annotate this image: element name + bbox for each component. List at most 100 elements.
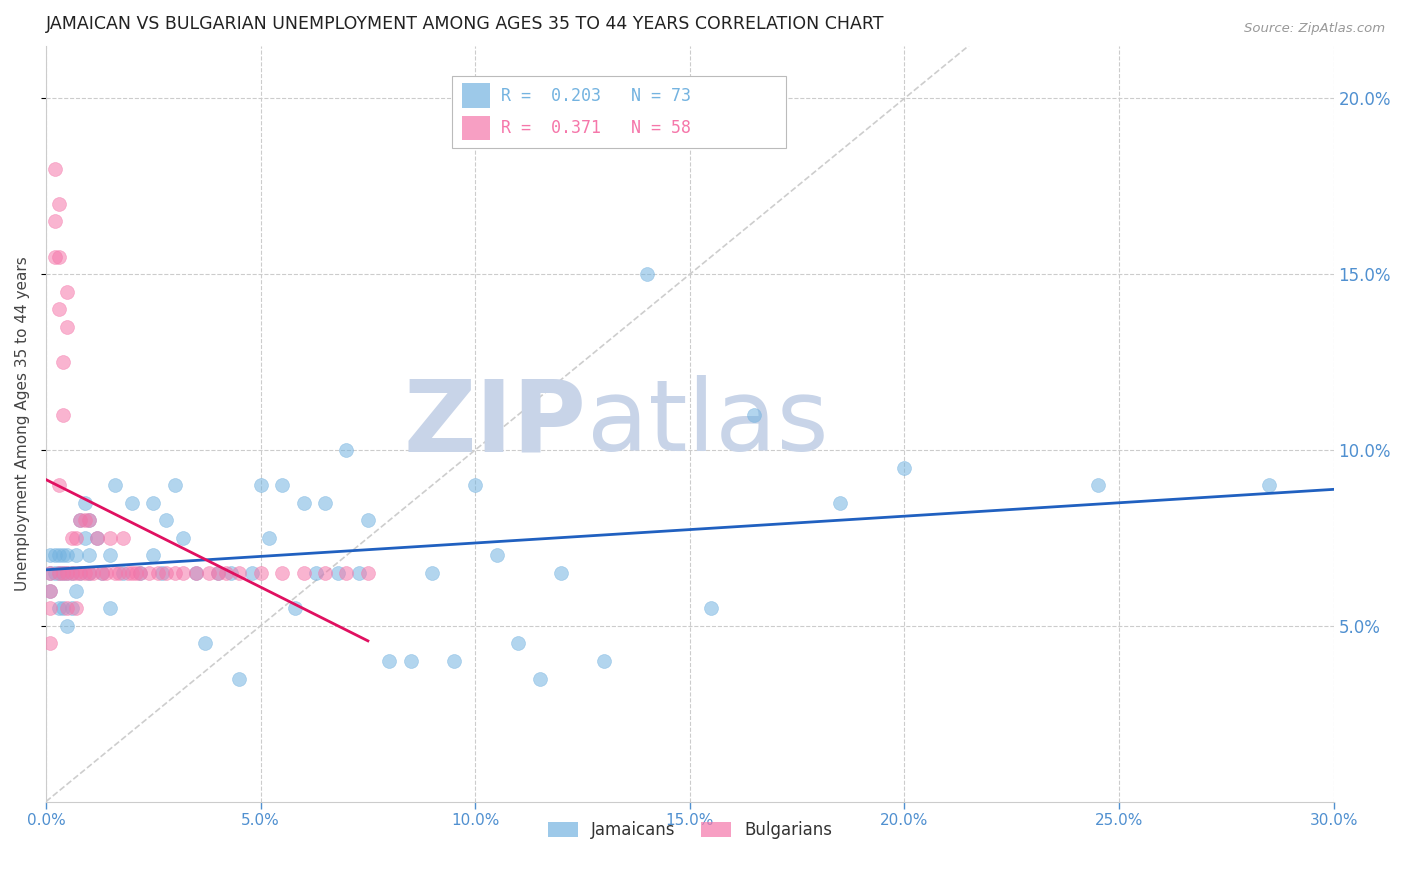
Point: [39, 583, 62, 598]
Point: [98, 601, 121, 615]
Point: [39, 636, 62, 650]
Point: [129, 566, 152, 580]
Text: R =  0.203   N = 73: R = 0.203 N = 73: [501, 87, 690, 104]
Point: [44, 161, 66, 176]
Point: [508, 636, 530, 650]
Point: [112, 566, 135, 580]
Text: Source: ZipAtlas.com: Source: ZipAtlas.com: [1244, 22, 1385, 36]
Point: [108, 566, 131, 580]
Point: [198, 566, 221, 580]
Point: [69, 513, 91, 527]
Point: [292, 496, 315, 510]
Point: [60, 566, 83, 580]
Point: [155, 566, 177, 580]
Point: [39, 601, 62, 615]
Point: [77, 549, 100, 563]
Y-axis label: Unemployment Among Ages 35 to 44 years: Unemployment Among Ages 35 to 44 years: [15, 256, 30, 591]
Bar: [463, 84, 491, 108]
Point: [700, 601, 723, 615]
Point: [52, 566, 75, 580]
Point: [77, 566, 100, 580]
Point: [228, 672, 250, 686]
Point: [485, 549, 508, 563]
Point: [125, 566, 148, 580]
Point: [48, 566, 70, 580]
Point: [117, 566, 139, 580]
Point: [194, 636, 217, 650]
Point: [65, 566, 87, 580]
Point: [90, 566, 112, 580]
Point: [69, 513, 91, 527]
Point: [65, 549, 87, 563]
Point: [271, 478, 294, 492]
Point: [357, 513, 380, 527]
Point: [121, 566, 143, 580]
Point: [48, 197, 70, 211]
Point: [77, 513, 100, 527]
Point: [593, 654, 616, 668]
Point: [56, 549, 79, 563]
Point: [314, 566, 336, 580]
Point: [56, 566, 79, 580]
Point: [39, 549, 62, 563]
Point: [104, 566, 127, 580]
Point: [65, 601, 87, 615]
Point: [52, 408, 75, 422]
Point: [399, 654, 422, 668]
Point: [73, 496, 96, 510]
Point: [172, 531, 194, 545]
Text: ZIP: ZIP: [404, 376, 586, 472]
Point: [48, 601, 70, 615]
Point: [56, 320, 79, 334]
Point: [48, 302, 70, 317]
Bar: [463, 116, 491, 140]
Point: [335, 566, 357, 580]
Point: [90, 566, 112, 580]
Point: [215, 566, 238, 580]
Point: [742, 408, 765, 422]
Point: [60, 601, 83, 615]
Point: [56, 566, 79, 580]
Point: [129, 566, 152, 580]
Point: [82, 566, 104, 580]
Point: [44, 250, 66, 264]
Point: [150, 566, 173, 580]
Point: [56, 619, 79, 633]
Point: [271, 566, 294, 580]
Point: [550, 566, 572, 580]
Point: [172, 566, 194, 580]
Point: [112, 531, 135, 545]
Point: [44, 549, 66, 563]
Point: [219, 566, 242, 580]
Point: [305, 566, 328, 580]
Point: [52, 549, 75, 563]
Text: atlas: atlas: [586, 376, 828, 472]
Point: [207, 566, 229, 580]
Point: [65, 583, 87, 598]
Point: [138, 566, 160, 580]
Point: [39, 566, 62, 580]
Point: [39, 566, 62, 580]
Point: [257, 531, 280, 545]
Point: [443, 654, 465, 668]
Point: [73, 513, 96, 527]
Point: [1258, 478, 1281, 492]
Point: [357, 566, 380, 580]
Point: [77, 513, 100, 527]
Point: [69, 566, 91, 580]
Point: [56, 601, 79, 615]
Point: [98, 549, 121, 563]
Point: [121, 496, 143, 510]
Point: [52, 355, 75, 369]
Point: [893, 460, 915, 475]
Point: [60, 531, 83, 545]
Text: JAMAICAN VS BULGARIAN UNEMPLOYMENT AMONG AGES 35 TO 44 YEARS CORRELATION CHART: JAMAICAN VS BULGARIAN UNEMPLOYMENT AMONG…: [46, 15, 884, 33]
Legend: Jamaicans, Bulgarians: Jamaicans, Bulgarians: [541, 814, 838, 847]
Point: [349, 566, 371, 580]
Point: [39, 583, 62, 598]
Point: [142, 496, 165, 510]
Point: [69, 566, 91, 580]
Point: [44, 214, 66, 228]
Point: [48, 566, 70, 580]
Point: [146, 566, 169, 580]
